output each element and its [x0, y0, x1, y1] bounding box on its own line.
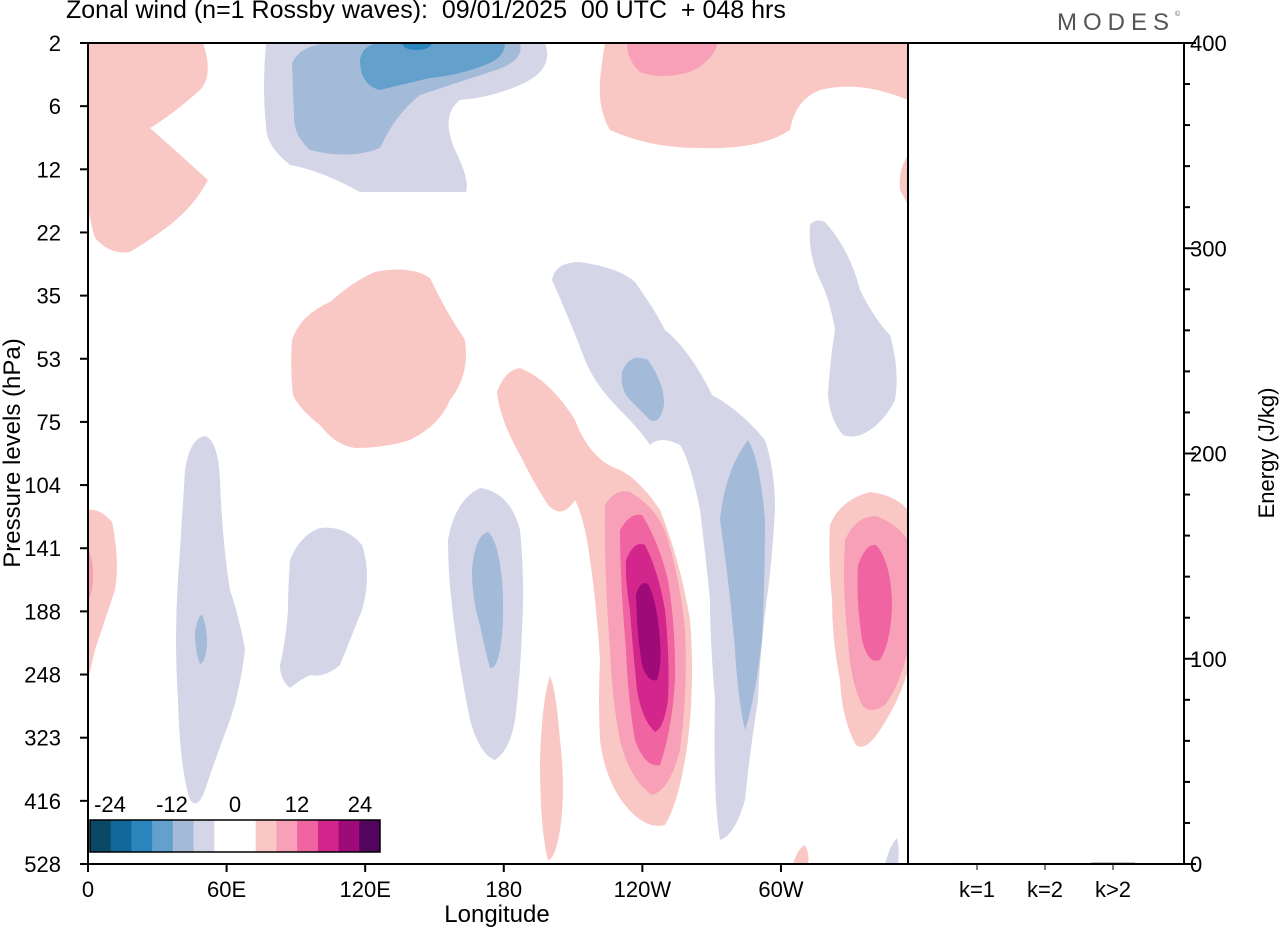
x-tick-label: 120E — [339, 877, 390, 902]
colorbar-swatch — [317, 820, 339, 852]
energy-tick-label: 300 — [1190, 236, 1227, 261]
colorbar-swatch — [110, 820, 132, 852]
colorbar-label: 0 — [229, 792, 241, 817]
contour-negative-50e — [176, 436, 245, 804]
x-tick-label: 60W — [758, 877, 803, 902]
pressure-axis: 2 6 12 22 35 53 75 104 141 188 248 323 416 528 — [24, 31, 88, 877]
colorbar-label: -12 — [156, 792, 188, 817]
contour-positive-upper-left — [88, 43, 208, 253]
y-tick-label: 416 — [24, 789, 61, 814]
copyright-mark: © — [1175, 11, 1181, 18]
y-tick-label: 22 — [37, 220, 61, 245]
colorbar-swatch — [235, 820, 257, 852]
colorbar-swatch — [214, 820, 236, 852]
y-tick-label: 104 — [24, 473, 61, 498]
energy-tick-label: 0 — [1190, 852, 1202, 877]
colorbar-label: 24 — [348, 792, 372, 817]
colorbar-legend: -24 -12 0 12 24 — [89, 792, 381, 853]
chart-title: Zonal wind (n=1 Rossby waves): 09/01/202… — [66, 0, 786, 24]
colorbar-swatch — [152, 820, 174, 852]
y-tick-label: 248 — [24, 663, 61, 688]
contour-negative-right — [809, 220, 897, 437]
contour-positive-core-15w — [829, 492, 908, 747]
x-tick-label: 0 — [82, 877, 94, 902]
colorbar-swatch — [297, 820, 319, 852]
energy-axes-frame — [907, 42, 1185, 865]
y-tick-label: 188 — [24, 599, 61, 624]
colorbar-swatch — [193, 820, 215, 852]
colorbar-swatch — [359, 820, 381, 852]
longitude-axis: 0 60E 120E 180 120W 60W — [82, 864, 804, 902]
colorbar-swatch — [90, 820, 112, 852]
energy-tick-label: 400 — [1190, 31, 1227, 56]
brand-text: MODES — [1057, 9, 1176, 36]
y-tick-label: 323 — [24, 726, 61, 751]
energy-tick-label: 200 — [1190, 442, 1227, 467]
y-axis-label: Pressure levels (hPa) — [0, 338, 26, 567]
contour-positive-midlevel — [291, 269, 466, 448]
colorbar-swatch — [172, 820, 194, 852]
energy-category-label: k=2 — [1027, 877, 1063, 902]
colorbar-swatch — [255, 820, 277, 852]
contour-negative-175e — [448, 488, 524, 760]
colorbar-swatch — [131, 820, 153, 852]
x-tick-label: 60E — [207, 877, 246, 902]
y-tick-label: 53 — [37, 347, 61, 372]
energy-category-label: k>2 — [1095, 877, 1131, 902]
contour-negative-tilted-band — [552, 262, 775, 840]
contour-negative-upper — [264, 43, 548, 192]
contour-positive-upper-right — [599, 43, 908, 205]
energy-bars: k=1 k=2 k>2 — [955, 862, 1135, 902]
colorbar-label: 12 — [285, 792, 309, 817]
colorbar-swatch — [276, 820, 298, 852]
modes-logo: MODES© — [1057, 9, 1180, 37]
x-tick-label: 180 — [485, 877, 522, 902]
energy-category-label: k=1 — [959, 877, 995, 902]
colorbar-swatch — [338, 820, 360, 852]
x-axis-label: Longitude — [444, 901, 549, 928]
colorbar-label: -24 — [94, 792, 126, 817]
y-tick-label: 75 — [37, 410, 61, 435]
colorbar-frame — [89, 819, 381, 853]
energy-axis-label: Energy (J/kg) — [1254, 388, 1279, 519]
y-tick-label: 12 — [37, 157, 61, 182]
y-tick-label: 2 — [49, 31, 61, 56]
energy-axis: 0 100 200 300 400 — [1184, 31, 1227, 877]
y-tick-label: 6 — [49, 94, 61, 119]
y-tick-label: 141 — [24, 536, 61, 561]
contour-positive-bottom — [793, 845, 809, 864]
contour-positive-left-edge — [88, 509, 117, 680]
contour-positive-lower — [540, 676, 563, 860]
contour-negative-90e — [280, 527, 367, 688]
energy-tick-label: 100 — [1190, 647, 1227, 672]
x-tick-label: 120W — [614, 877, 672, 902]
energy-bar — [955, 862, 999, 865]
zonal-wind-contour-field — [88, 43, 908, 864]
contour-positive-core-120w — [604, 491, 686, 795]
energy-bar — [1091, 862, 1135, 865]
y-tick-label: 35 — [37, 284, 61, 309]
contour-negative-bottom — [885, 838, 899, 864]
y-tick-label: 528 — [24, 852, 61, 877]
